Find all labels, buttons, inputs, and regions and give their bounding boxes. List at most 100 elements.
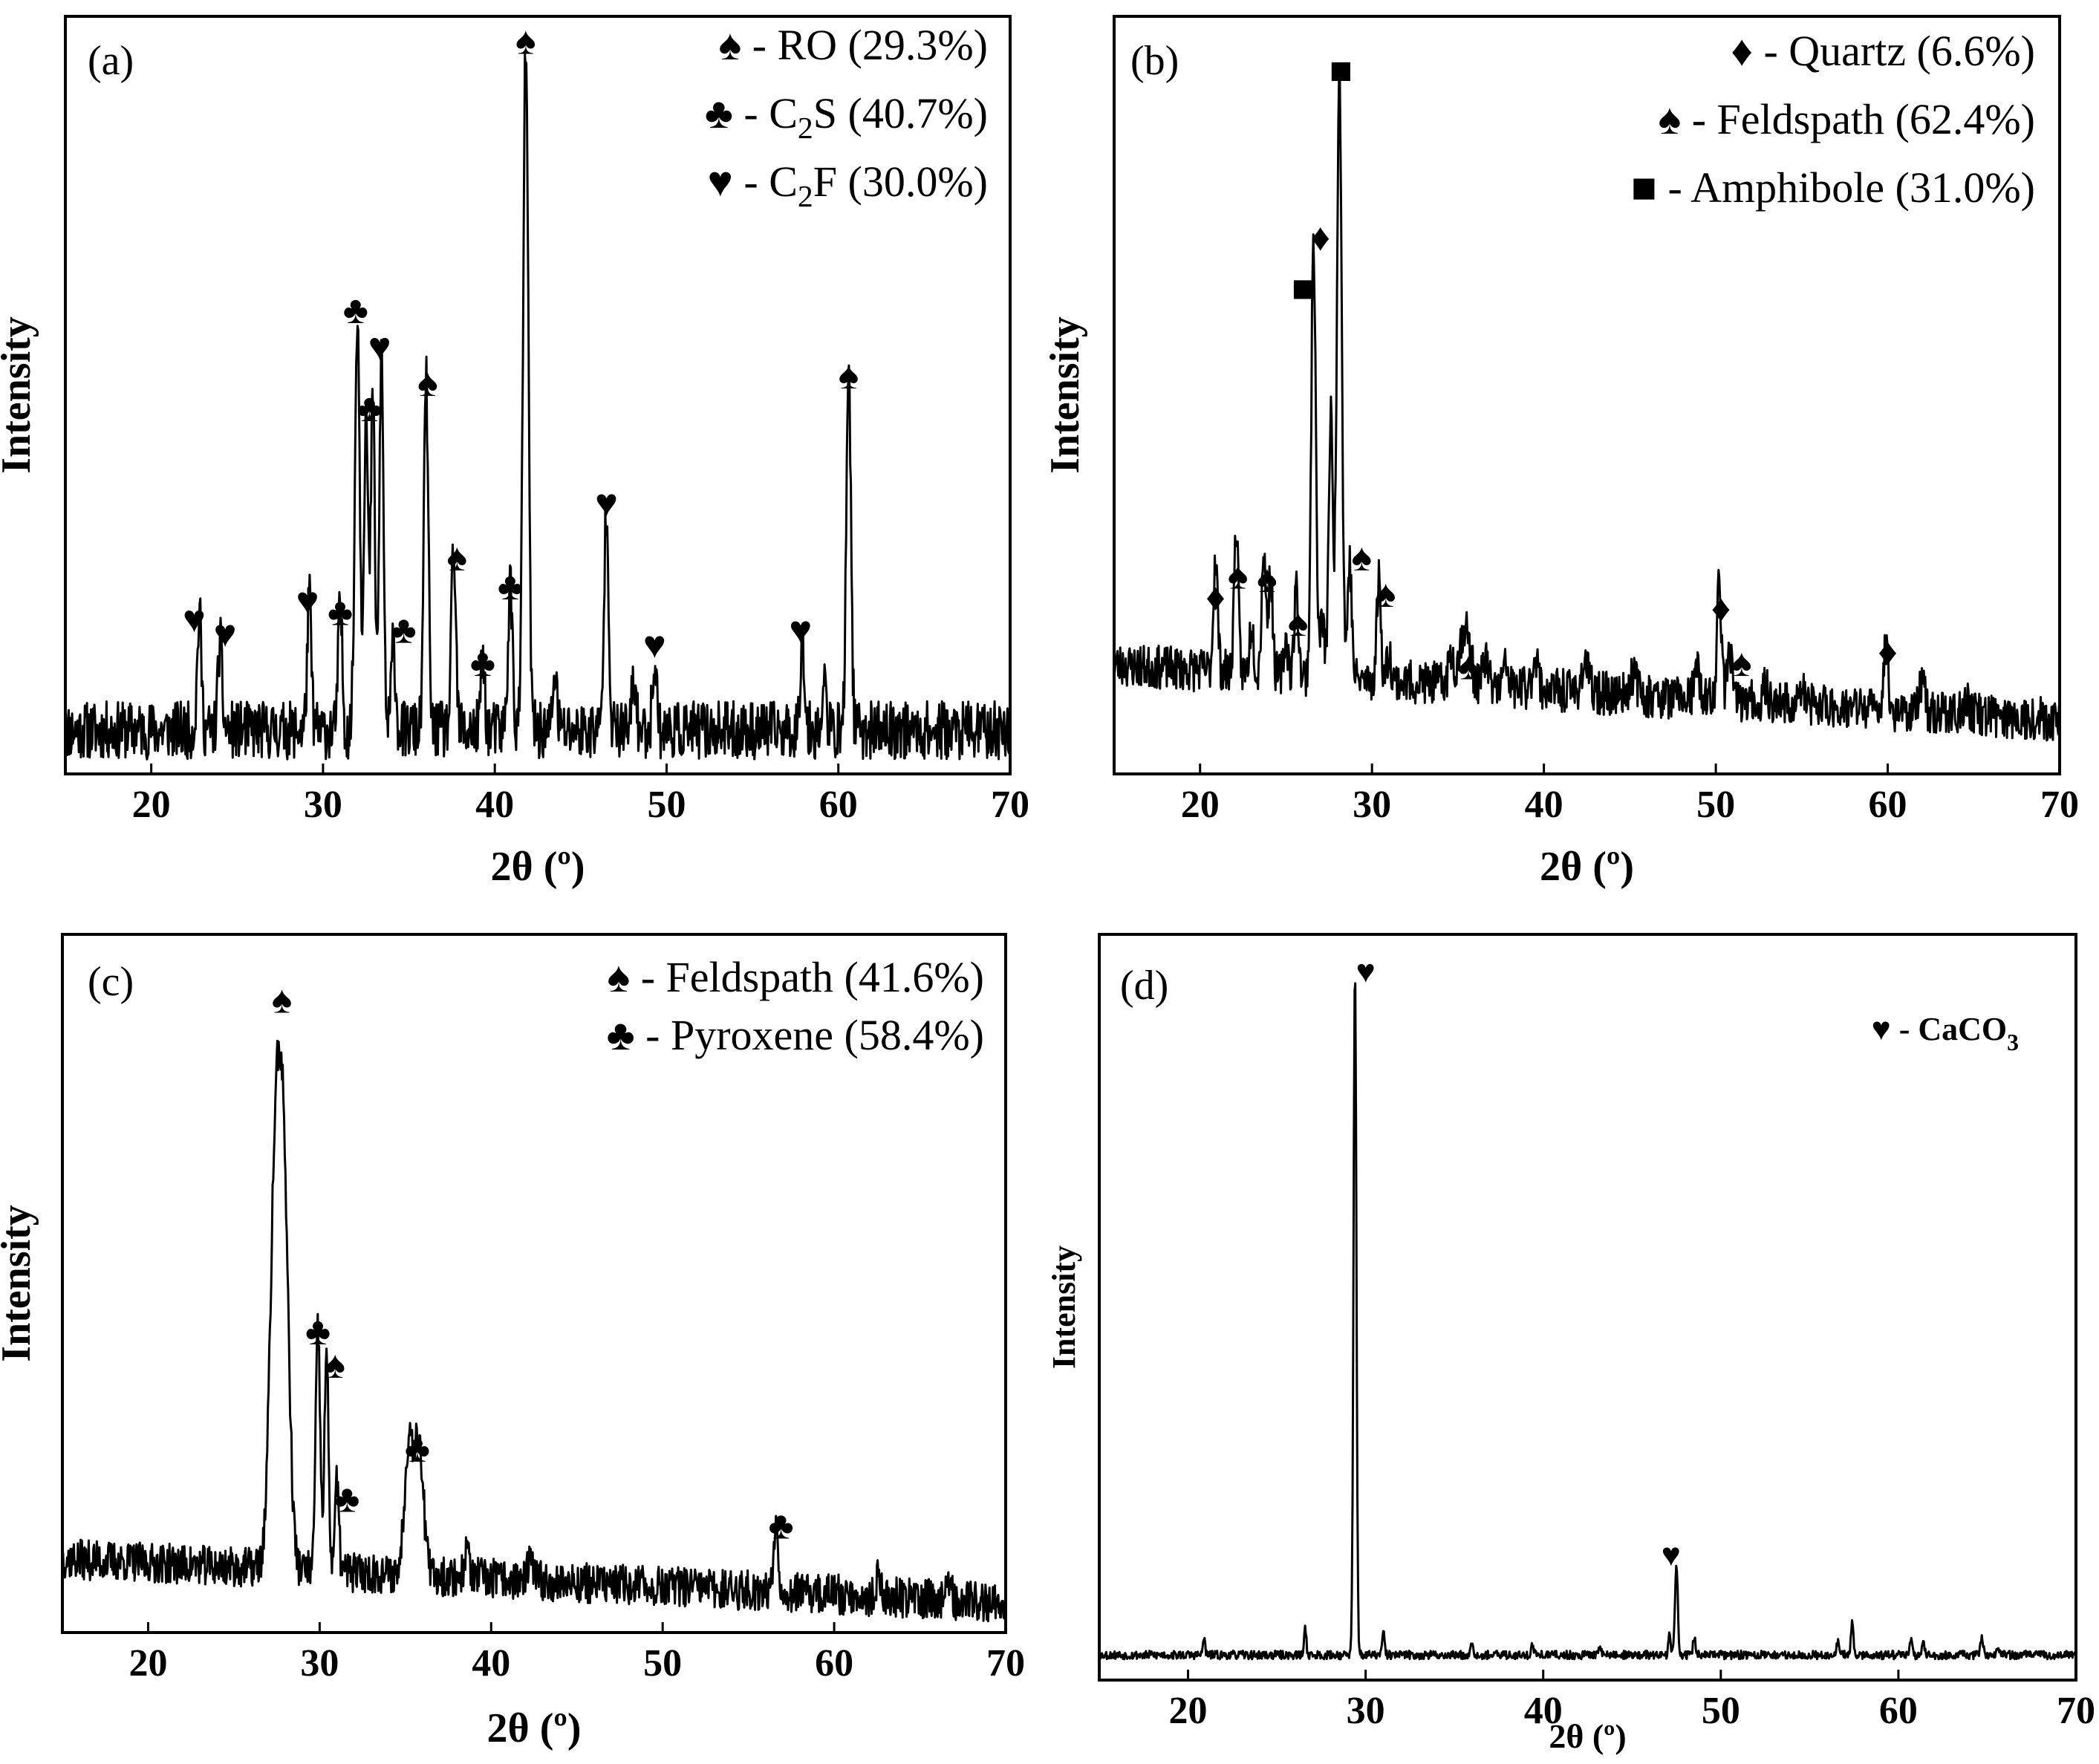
legend-symbol: ♥ xyxy=(707,157,743,206)
legend-symbol: ♥ xyxy=(1872,1011,1899,1047)
legend-symbol: ♣ xyxy=(705,89,744,137)
x-tick-label: 70 xyxy=(2057,1690,2095,1732)
peak-marker: ♥ xyxy=(1356,953,1376,989)
peak-marker: ♠ xyxy=(1351,537,1372,579)
y-axis-label: Intensity xyxy=(0,316,39,474)
x-tick-label: 60 xyxy=(815,1642,853,1685)
legend-entry: ♣ - C2S (40.7%) xyxy=(705,89,988,146)
legend-label: - Amphibole (31.0%) xyxy=(1667,163,2035,212)
x-tick-label: 40 xyxy=(1524,1690,1563,1732)
legend-label: - CaCO xyxy=(1899,1011,2007,1047)
peak-marker: ♣ xyxy=(470,642,495,685)
peak-marker: ♠ xyxy=(417,362,438,405)
x-tick-label: 50 xyxy=(1696,784,1735,826)
x-tick-label: 20 xyxy=(1169,1690,1208,1732)
legend-label-tail: F (30.0%) xyxy=(813,157,988,206)
peak-marker: ♠ xyxy=(1257,559,1278,601)
legend-entry: ♦ - Quartz (6.6%) xyxy=(1731,27,2035,75)
legend-entry: ♠ - RO (29.3%) xyxy=(718,21,988,69)
peak-marker: ♣ xyxy=(334,1479,359,1521)
peak-marker: ■ xyxy=(1292,268,1315,310)
peak-marker: ♣ xyxy=(405,1428,430,1471)
peak-marker: ♥ xyxy=(368,326,391,368)
legend-subscript: 3 xyxy=(2007,1029,2019,1055)
x-axis-label: 2θ (º) xyxy=(1549,1717,1626,1755)
legend-symbol: ■ xyxy=(1631,163,1668,212)
x-tick-label: 30 xyxy=(1347,1690,1385,1732)
x-axis-label: 2θ (º) xyxy=(1540,844,1634,890)
plot-frame xyxy=(64,15,1012,775)
xrd-trace xyxy=(1113,63,2061,742)
legend-entry: ♥ - C2F (30.0%) xyxy=(707,157,988,214)
x-tick-label: 30 xyxy=(304,784,342,826)
x-axis-label: 2θ (º) xyxy=(490,844,585,890)
panel-tag: (d) xyxy=(1120,963,1168,1009)
panel-tag: (a) xyxy=(88,38,134,84)
legend-label: - C xyxy=(743,89,798,137)
peak-marker: ♥ xyxy=(643,624,666,666)
legend-entry: ♠ - Feldspath (62.4%) xyxy=(1658,95,2035,143)
peak-marker: ♣ xyxy=(305,1311,331,1353)
x-tick-label: 50 xyxy=(1702,1690,1740,1732)
x-tick-label: 40 xyxy=(1525,784,1563,826)
xrd-trace xyxy=(1098,982,2077,1661)
peak-marker: ♦ xyxy=(1878,631,1898,674)
peak-marker: ♥ xyxy=(183,599,206,641)
peak-marker: ♥ xyxy=(789,610,812,652)
panel-tag: (b) xyxy=(1130,38,1179,84)
x-tick-label: 60 xyxy=(819,784,858,826)
peak-marker: ♣ xyxy=(357,388,382,430)
legend-label: - Feldspath (62.4%) xyxy=(1692,95,2035,143)
peak-marker: ♠ xyxy=(1376,573,1396,616)
peak-marker: ♠ xyxy=(1288,602,1309,645)
x-tick-label: 60 xyxy=(1869,784,1907,826)
legend-label: - Quartz (6.6%) xyxy=(1763,27,2035,75)
peak-marker: ♠ xyxy=(1458,646,1479,689)
peak-marker: ♣ xyxy=(328,591,353,634)
peak-marker: ♠ xyxy=(839,355,859,397)
x-tick-label: 30 xyxy=(300,1642,339,1685)
legend-symbol: ♠ xyxy=(607,953,640,1001)
x-tick-label: 50 xyxy=(647,784,686,826)
y-axis-label: Intensity xyxy=(1046,1246,1082,1369)
y-axis-label: Intensity xyxy=(1042,316,1088,474)
legend-symbol: ♦ xyxy=(1731,27,1763,75)
peak-marker: ♣ xyxy=(343,290,368,332)
legend-symbol: ♠ xyxy=(1658,95,1691,143)
panel-tag: (c) xyxy=(88,959,134,1005)
x-tick-label: 60 xyxy=(1879,1690,1918,1732)
peak-marker: ♠ xyxy=(1731,642,1752,685)
legend-symbol: ♠ xyxy=(718,21,752,69)
legend-entry: ♣ - Pyroxene (58.4%) xyxy=(607,1011,984,1059)
peak-marker: ♥ xyxy=(595,482,618,524)
peak-marker: ♠ xyxy=(325,1344,345,1387)
peak-marker: ♠ xyxy=(272,979,293,1021)
x-tick-label: 20 xyxy=(132,784,171,826)
x-tick-label: 40 xyxy=(475,784,514,826)
xrd-trace xyxy=(61,1039,1007,1623)
peak-marker: ♥ xyxy=(296,581,319,623)
peak-marker: ♥ xyxy=(1662,1537,1681,1573)
legend-label: - Pyroxene (58.4%) xyxy=(645,1011,984,1059)
peak-marker: ♠ xyxy=(1228,555,1249,597)
plot-frame xyxy=(1098,933,2077,1682)
x-tick-label: 30 xyxy=(1353,784,1391,826)
legend-label: - Feldspath (41.6%) xyxy=(641,953,984,1001)
peak-marker: ♦ xyxy=(1310,217,1330,259)
legend-entry: ♠ - Feldspath (41.6%) xyxy=(607,953,984,1001)
peak-marker: ■ xyxy=(1330,50,1353,92)
legend-label: - C xyxy=(743,157,798,206)
plot-frame xyxy=(61,933,1007,1634)
legend-entry: ♥ - CaCO3 xyxy=(1872,1011,2019,1055)
peak-marker: ♣ xyxy=(768,1506,793,1548)
peak-marker: ♥ xyxy=(214,614,237,656)
legend-label: - RO (29.3%) xyxy=(752,21,988,69)
legend-subscript: 2 xyxy=(798,111,813,146)
legend-label-tail: S (40.7%) xyxy=(813,89,988,137)
peak-marker: ♦ xyxy=(1711,588,1731,630)
x-axis-label: 2θ (º) xyxy=(486,1705,581,1751)
